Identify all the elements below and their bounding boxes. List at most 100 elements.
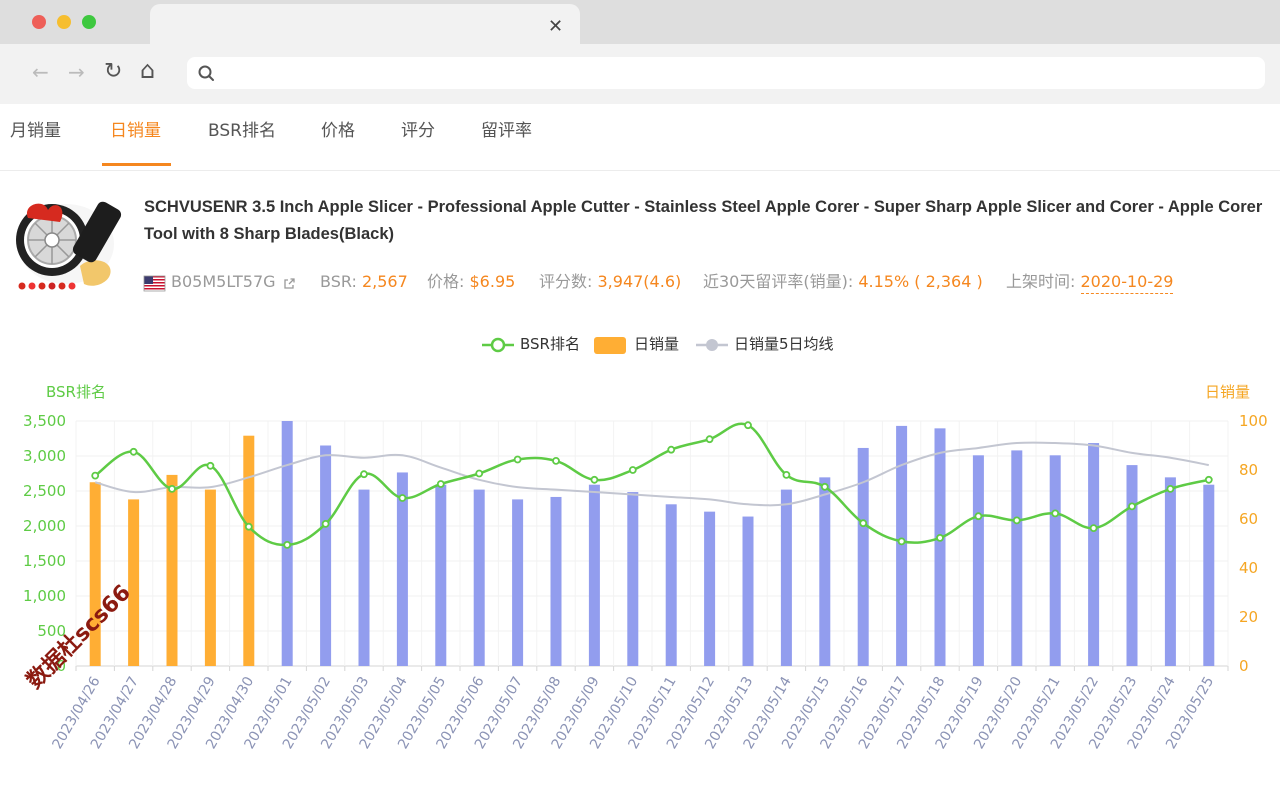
sales-bar <box>128 499 140 666</box>
sales-bar <box>1164 477 1176 666</box>
bsr-point <box>897 537 906 546</box>
sales-bar <box>819 477 831 666</box>
external-link-icon[interactable] <box>282 277 296 291</box>
forward-icon[interactable]: → <box>68 60 85 84</box>
maximize-window-button[interactable] <box>82 15 96 29</box>
tab-daily-sales[interactable]: 日销量 <box>110 121 161 141</box>
product-asin[interactable]: B05M5LT57G <box>171 272 276 291</box>
minimize-window-button[interactable] <box>57 15 71 29</box>
right-axis-name: 日销量 <box>1205 383 1251 401</box>
sales-bar <box>627 492 639 666</box>
bsr-point <box>91 471 100 480</box>
legend-sales-swatch <box>594 337 626 354</box>
left-axis-tick-label: 2,000 <box>23 517 66 535</box>
sales-bar <box>166 474 178 666</box>
sales-bar <box>1049 455 1061 666</box>
left-axis-tick-label: 500 <box>37 622 66 640</box>
left-axis-tick-label: 1,000 <box>23 587 66 605</box>
sales-bar <box>550 496 562 666</box>
tab-monthly-sales[interactable]: 月销量 <box>10 121 61 141</box>
bsr-point <box>244 522 253 531</box>
bsr-point <box>436 480 445 488</box>
bsr-point <box>129 447 138 456</box>
legend-daily-sales[interactable]: 日销量 <box>634 335 680 353</box>
price-stat: 价格: $6.95 <box>427 271 515 293</box>
close-window-button[interactable] <box>32 15 46 29</box>
left-axis-name: BSR排名 <box>46 383 106 401</box>
bsr-point <box>974 512 983 521</box>
sales-bar <box>1088 443 1100 666</box>
bsr-point <box>1089 524 1098 532</box>
sales-bar <box>857 447 869 666</box>
product-title[interactable]: SCHVUSENR 3.5 Inch Apple Slicer - Profes… <box>144 198 1263 243</box>
back-icon[interactable]: ← <box>32 60 49 84</box>
listed-date-stat: 上架时间: 2020-10-29 <box>1006 271 1174 294</box>
home-icon[interactable]: ⌂ <box>140 56 156 84</box>
sales-bar <box>435 484 447 666</box>
legend-bsr-swatch <box>482 337 514 353</box>
reload-icon[interactable]: ↻ <box>104 59 123 84</box>
price-value: $6.95 <box>469 272 516 291</box>
bsr-point <box>590 475 599 484</box>
bsr-point <box>667 445 676 454</box>
sales-bar <box>243 435 255 666</box>
right-axis-tick-label: 20 <box>1239 608 1259 626</box>
right-axis-tick-label: 60 <box>1239 510 1259 528</box>
tab-bsr-rank[interactable]: BSR排名 <box>208 121 276 141</box>
sales-bar <box>396 472 408 666</box>
sales-ma-line <box>94 441 1209 507</box>
bsr-point <box>628 466 637 474</box>
bsr-value: 2,567 <box>361 272 408 291</box>
sales-bar <box>896 425 908 666</box>
sales-bar <box>320 445 332 666</box>
tab-rating[interactable]: 评分 <box>401 121 435 141</box>
bsr-point <box>206 461 215 470</box>
left-axis-tick-label: 3,500 <box>23 412 66 430</box>
sales-bar <box>934 428 946 666</box>
bsr-point <box>859 519 868 528</box>
bsr-point <box>1128 502 1136 511</box>
bsr-point <box>283 541 292 549</box>
sales-bar <box>588 484 600 666</box>
sales-bar <box>358 489 370 666</box>
bsr-point <box>1012 516 1021 525</box>
bsr-point <box>398 494 407 502</box>
bsr-point <box>552 456 560 465</box>
sales-bar <box>665 504 677 666</box>
legend-ma-swatch <box>696 339 728 351</box>
rating-stat: 评分数: 3,947(4.6) <box>539 271 681 293</box>
sales-bar <box>972 455 984 666</box>
sales-bar <box>512 499 524 666</box>
bsr-point <box>475 469 484 478</box>
left-axis-tick-label: 2,500 <box>23 482 66 500</box>
tab-close-icon[interactable]: ✕ <box>548 16 564 37</box>
us-flag-icon <box>143 275 166 292</box>
right-axis-tick-label: 0 <box>1239 657 1249 675</box>
bsr-point <box>1204 475 1213 484</box>
tab-review-rate[interactable]: 留评率 <box>481 121 532 141</box>
bsr-point <box>1166 484 1175 493</box>
tab-price[interactable]: 价格 <box>321 121 355 141</box>
rating-value: 3,947(4.6) <box>597 272 682 291</box>
sales-bar <box>473 489 485 666</box>
sales-bar <box>704 511 716 666</box>
bsr-label: BSR: <box>320 272 357 291</box>
right-axis-tick-label: 100 <box>1239 412 1268 430</box>
product-image[interactable] <box>14 196 122 296</box>
rating-label: 评分数: <box>539 272 593 291</box>
search-icon <box>198 65 214 81</box>
review-rate-value: 4.15% ( 2,364 ) <box>858 272 983 291</box>
legend-bsr[interactable]: BSR排名 <box>520 335 580 353</box>
address-bar[interactable] <box>187 57 1265 89</box>
legend-sales-ma[interactable]: 日销量5日均线 <box>734 335 834 353</box>
bsr-point <box>321 520 330 528</box>
browser-tab[interactable] <box>150 4 580 44</box>
sales-bar <box>204 489 216 666</box>
sales-bar <box>1203 484 1215 666</box>
sales-bar <box>780 489 792 666</box>
bsr-point <box>513 455 522 464</box>
left-axis-tick-label: 0 <box>56 657 66 675</box>
right-axis-tick-label: 80 <box>1239 461 1259 479</box>
listed-date-value[interactable]: 2020-10-29 <box>1080 272 1174 294</box>
